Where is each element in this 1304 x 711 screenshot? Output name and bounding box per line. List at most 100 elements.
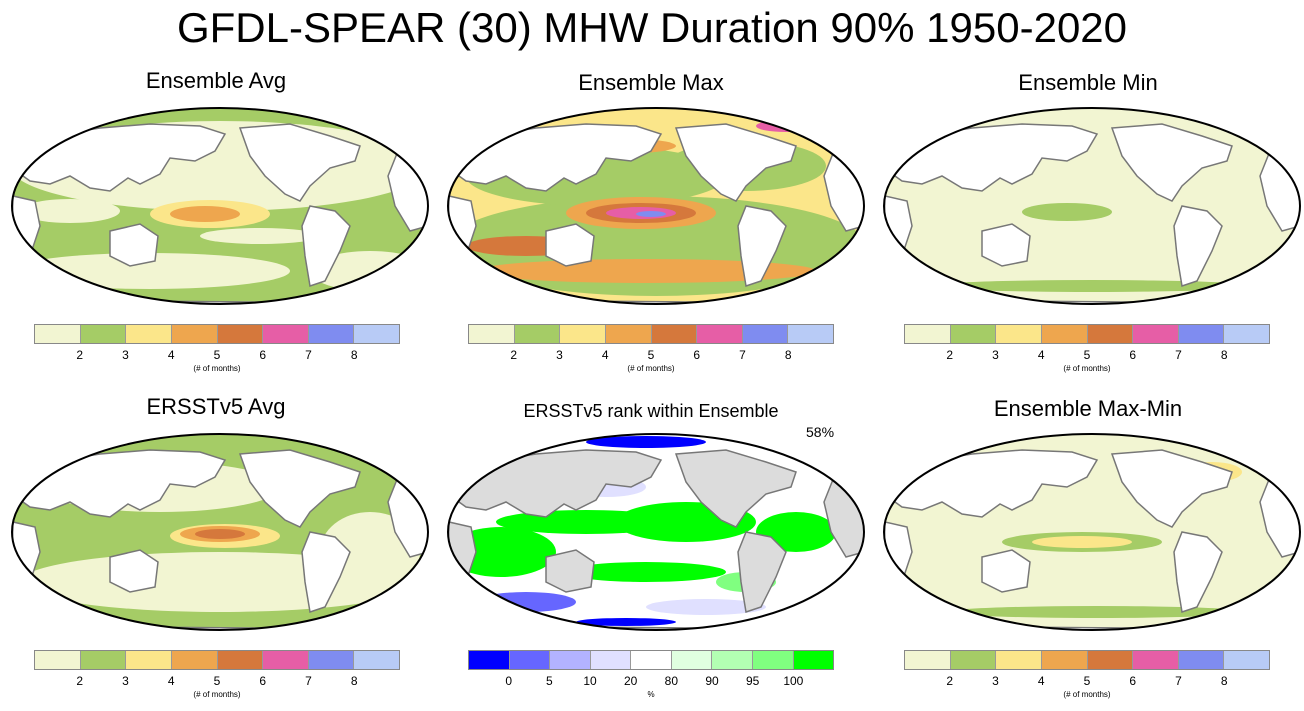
colorbar-swatch [742, 325, 789, 343]
land-mass [109, 223, 159, 267]
colorbar-tick-label: 8 [1220, 674, 1228, 688]
colorbar-tick-label: 3 [556, 348, 563, 362]
land-mass [450, 449, 663, 518]
land-mass [886, 449, 1099, 518]
field-region [636, 211, 666, 217]
colorbar-swatch [354, 325, 399, 343]
colorbar-tick-label: 6 [259, 348, 267, 362]
colorbar-tick-label: 2 [946, 348, 954, 362]
rank-percentage-annotation: 58% [806, 424, 835, 440]
map-ensemble-min [883, 107, 1301, 305]
colorbar-swatch [217, 651, 264, 669]
field-region [476, 259, 816, 283]
land-mass [737, 205, 787, 287]
colorbar-swatch [171, 325, 218, 343]
land-mass [545, 549, 595, 593]
colorbar-swatch [905, 651, 951, 669]
land-mass [238, 123, 361, 202]
colorbar-swatch [651, 325, 698, 343]
land-mass [238, 449, 361, 528]
colorbar-swatch [35, 325, 81, 343]
land-mass [545, 223, 595, 267]
colorbar-swatch [308, 325, 355, 343]
colorbar-swatch [1041, 651, 1088, 669]
field-region [195, 529, 245, 539]
colorbar-tick-label: 100 [783, 674, 804, 688]
colorbar-swatch [590, 651, 632, 669]
colorbar-tick-label: 3 [992, 348, 999, 362]
colorbar-swatch [1087, 325, 1134, 343]
land-mass [301, 205, 351, 287]
field-region [576, 618, 676, 626]
colorbar-tick-label: 8 [350, 348, 358, 362]
land-mass [14, 123, 227, 192]
field-region [20, 199, 120, 223]
map-border [883, 107, 1301, 305]
colorbar-tick-label: 3 [122, 674, 129, 688]
land-mass [884, 521, 913, 594]
field-region [566, 562, 726, 582]
colorbar-swatch [263, 325, 309, 343]
colorbar-tick-label: 4 [167, 348, 175, 362]
panel-title-ersstv5-avg: ERSSTv5 Avg [146, 394, 286, 419]
colorbar-swatch [126, 325, 172, 343]
colorbar-tick-label: 5 [647, 348, 655, 362]
land-mass [450, 123, 663, 192]
colorbar-tick-label: 90 [705, 674, 719, 688]
colorbar-swatch [950, 651, 997, 669]
colorbar-tick-label: 5 [213, 348, 221, 362]
colorbar-swatch [697, 325, 743, 343]
colorbar-swatch [354, 651, 399, 669]
colorbar-swatch [560, 325, 606, 343]
field-region [932, 280, 1252, 292]
colorbar-tick-label: 4 [601, 348, 609, 362]
land-mass [109, 549, 159, 593]
panel-title-ensemble-max: Ensemble Max [578, 70, 724, 95]
land-mass [1110, 449, 1233, 528]
colorbar-swatch [308, 651, 355, 669]
land-mass [737, 531, 787, 613]
field-region [170, 206, 240, 222]
colorbar-tick-label: 80 [664, 674, 679, 688]
land-mass [448, 521, 477, 594]
colorbar-swatch [996, 651, 1042, 669]
map-border [11, 107, 429, 305]
colorbar-swatch [996, 325, 1042, 343]
colorbar-swatch [469, 325, 515, 343]
colorbar-swatch [514, 325, 561, 343]
colorbar-tick-label: 4 [1037, 674, 1045, 688]
figure-title: GFDL-SPEAR (30) MHW Duration 90% 1950-20… [176, 4, 1128, 51]
colorbar-tick-label: 7 [1175, 674, 1182, 688]
field-region [1022, 203, 1112, 221]
colorbar-swatch [1224, 651, 1269, 669]
colorbar-unit-label: (# of months) [193, 690, 241, 699]
colorbar-tick-label: 7 [305, 674, 312, 688]
colorbar-swatch [469, 651, 510, 669]
panel-title-ensemble-min: Ensemble Min [1018, 70, 1158, 95]
field-region [947, 606, 1247, 618]
colorbar-swatch [950, 325, 997, 343]
colorbar-tick-label: 6 [1129, 348, 1137, 362]
colorbar-swatch [1178, 325, 1225, 343]
colorbar-tick-label: 4 [1037, 348, 1045, 362]
colorbar-tick-label: 5 [1083, 674, 1091, 688]
colorbar-swatch [217, 325, 264, 343]
colorbar-swatch [788, 325, 833, 343]
colorbar-tick-label: 2 [76, 674, 84, 688]
colorbar-ersstv5-rank [468, 650, 834, 670]
map-border [447, 433, 865, 631]
land-mass [12, 195, 41, 268]
colorbar-swatch [1133, 651, 1179, 669]
colorbar-swatch [35, 651, 81, 669]
colorbar-tick-label: 95 [745, 674, 760, 688]
colorbar-swatch [1041, 325, 1088, 343]
land-mass [981, 223, 1031, 267]
colorbar-tick-label: 6 [693, 348, 701, 362]
colorbar-tick-label: 7 [1175, 348, 1182, 362]
map-ersstv5-rank [447, 433, 865, 631]
colorbar-tick-label: 6 [1129, 674, 1137, 688]
colorbar-tick-label: 5 [545, 674, 553, 688]
colorbar-unit-label: (# of months) [1063, 364, 1111, 373]
land-mass [1173, 531, 1223, 613]
colorbar-tick-label: 4 [167, 674, 175, 688]
